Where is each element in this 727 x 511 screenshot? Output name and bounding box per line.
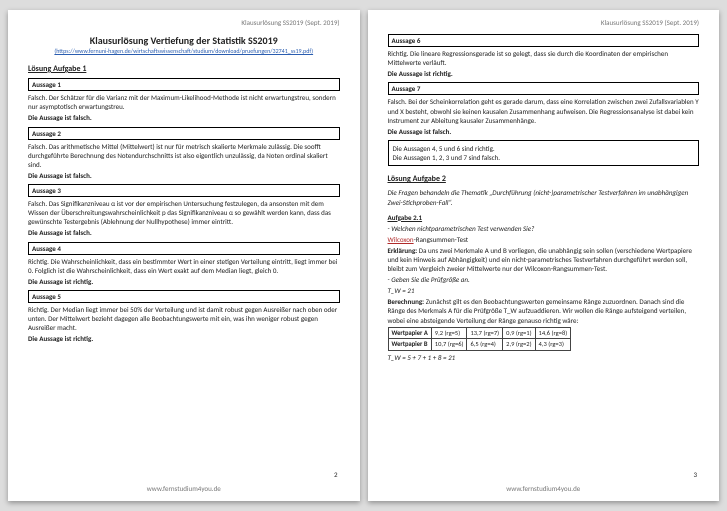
statement-box: Aussage 3 — [28, 184, 340, 197]
formula: T_W = 21 — [388, 286, 700, 295]
running-header: Klausurlösung SS2019 (Sept. 2019) — [601, 18, 699, 27]
statement-verdict: Die Aussage ist richtig. — [28, 334, 340, 343]
task2-intro: Die Fragen behandeln die Thematik „Durch… — [388, 188, 700, 206]
statement-body: Richtig. Die lineare Regressionsgerade i… — [388, 49, 700, 67]
task1-heading: Lösung Aufgabe 1 — [28, 64, 340, 74]
question-line: - Geben Sie die Prüfgröße an. — [388, 275, 700, 284]
summary-box: Die Aussagen 4, 5 und 6 sind richtig. Di… — [388, 140, 700, 166]
calc-block: Berechnung: Zunächst gilt es den Beobach… — [388, 297, 700, 324]
table-cell: 10,7 (rg=6) — [431, 339, 467, 350]
table-cell: Wertpapier A — [388, 327, 431, 338]
statement-verdict: Die Aussage ist falsch. — [28, 113, 340, 122]
table-cell: 6,5 (rg=4) — [467, 339, 503, 350]
page-number: 3 — [693, 470, 697, 479]
statement-verdict: Die Aussage ist richtig. — [388, 69, 700, 78]
table-cell: 4,3 (rg=3) — [535, 339, 571, 350]
table-cell: 9,2 (rg=5) — [431, 327, 467, 338]
question-line: - Welchen nichtparametrischen Test verwe… — [388, 224, 700, 233]
statement-body: Richtig. Der Median liegt immer bei 50% … — [28, 305, 340, 332]
two-page-spread: Klausurlösung SS2019 (Sept. 2019) Klausu… — [0, 0, 727, 511]
summary-line: Die Aussagen 1, 2, 3 und 7 sind falsch. — [393, 153, 695, 162]
answer-line: Wilcoxon-Rangsummen-Test — [388, 235, 700, 244]
statement-box: Aussage 1 — [28, 78, 340, 91]
statement-body: Falsch. Das Signifikanzniveau α ist vor … — [28, 199, 340, 226]
formula: T_W = 5 + 7 + 1 + 8 = 21 — [388, 353, 700, 362]
calc-body: Zunächst gilt es den Beobachtungswerten … — [388, 297, 687, 324]
footer: www.fernstudium4you.de — [368, 484, 720, 493]
table-row: Wertpapier B 10,7 (rg=6) 6,5 (rg=4) 2,9 … — [388, 339, 571, 350]
answer-rest: -Rangsummen-Test — [414, 235, 468, 244]
table-cell: 13,7 (rg=7) — [467, 327, 503, 338]
doc-title: Klausurlösung Vertiefung der Statistik S… — [28, 34, 340, 47]
statement-box: Aussage 7 — [388, 82, 700, 95]
statement-verdict: Die Aussage ist falsch. — [28, 228, 340, 237]
page-left: Klausurlösung SS2019 (Sept. 2019) Klausu… — [8, 10, 360, 501]
table-cell: Wertpapier B — [388, 339, 431, 350]
statement-box: Aussage 6 — [388, 34, 700, 47]
statement-verdict: Die Aussage ist richtig. — [28, 277, 340, 286]
statement-verdict: Die Aussage ist falsch. — [388, 127, 700, 136]
statement-body: Falsch. Bei der Scheinkorrelation geht e… — [388, 97, 700, 124]
table-cell: 14,6 (rg=8) — [535, 327, 571, 338]
rank-table: Wertpapier A 9,2 (rg=5) 13,7 (rg=7) 0,9 … — [388, 327, 572, 351]
summary-line: Die Aussagen 4, 5 und 6 sind richtig. — [393, 144, 695, 153]
page-left-body: Klausurlösung Vertiefung der Statistik S… — [28, 34, 340, 343]
subtask-label: Aufgabe 2.1 — [388, 213, 700, 222]
statement-verdict: Die Aussage ist falsch. — [28, 171, 340, 180]
footer: www.fernstudium4you.de — [8, 484, 360, 493]
page-number: 2 — [334, 470, 338, 479]
table-cell: 0,9 (rg=1) — [503, 327, 535, 338]
calc-label: Berechnung: — [388, 297, 425, 306]
table-row: Wertpapier A 9,2 (rg=5) 13,7 (rg=7) 0,9 … — [388, 327, 571, 338]
page-right-body: Aussage 6 Richtig. Die lineare Regressio… — [388, 34, 700, 362]
explain-block: Erklärung: Da uns zwei Merkmale A und B … — [388, 246, 700, 273]
explain-body: Da uns zwei Merkmale A und B vorliegen, … — [388, 246, 692, 273]
task2-heading: Lösung Aufgabe 2 — [388, 174, 700, 184]
answer-red: Wilcoxon — [388, 235, 414, 244]
statement-box: Aussage 5 — [28, 290, 340, 303]
statement-box: Aussage 2 — [28, 127, 340, 140]
explain-label: Erklärung: — [388, 246, 418, 255]
page-right: Klausurlösung SS2019 (Sept. 2019) Aussag… — [368, 10, 720, 501]
statement-body: Falsch. Der Schätzer für die Varianz mit… — [28, 93, 340, 111]
table-cell: 2,9 (rg=2) — [503, 339, 535, 350]
statement-box: Aussage 4 — [28, 242, 340, 255]
statement-body: Richtig. Die Wahrscheinlichkeit, dass ei… — [28, 257, 340, 275]
source-link[interactable]: (https://www.fernuni-hagen.de/wirtschaft… — [28, 48, 340, 56]
statement-body: Falsch. Das arithmetische Mittel (Mittel… — [28, 142, 340, 169]
running-header: Klausurlösung SS2019 (Sept. 2019) — [241, 18, 339, 27]
